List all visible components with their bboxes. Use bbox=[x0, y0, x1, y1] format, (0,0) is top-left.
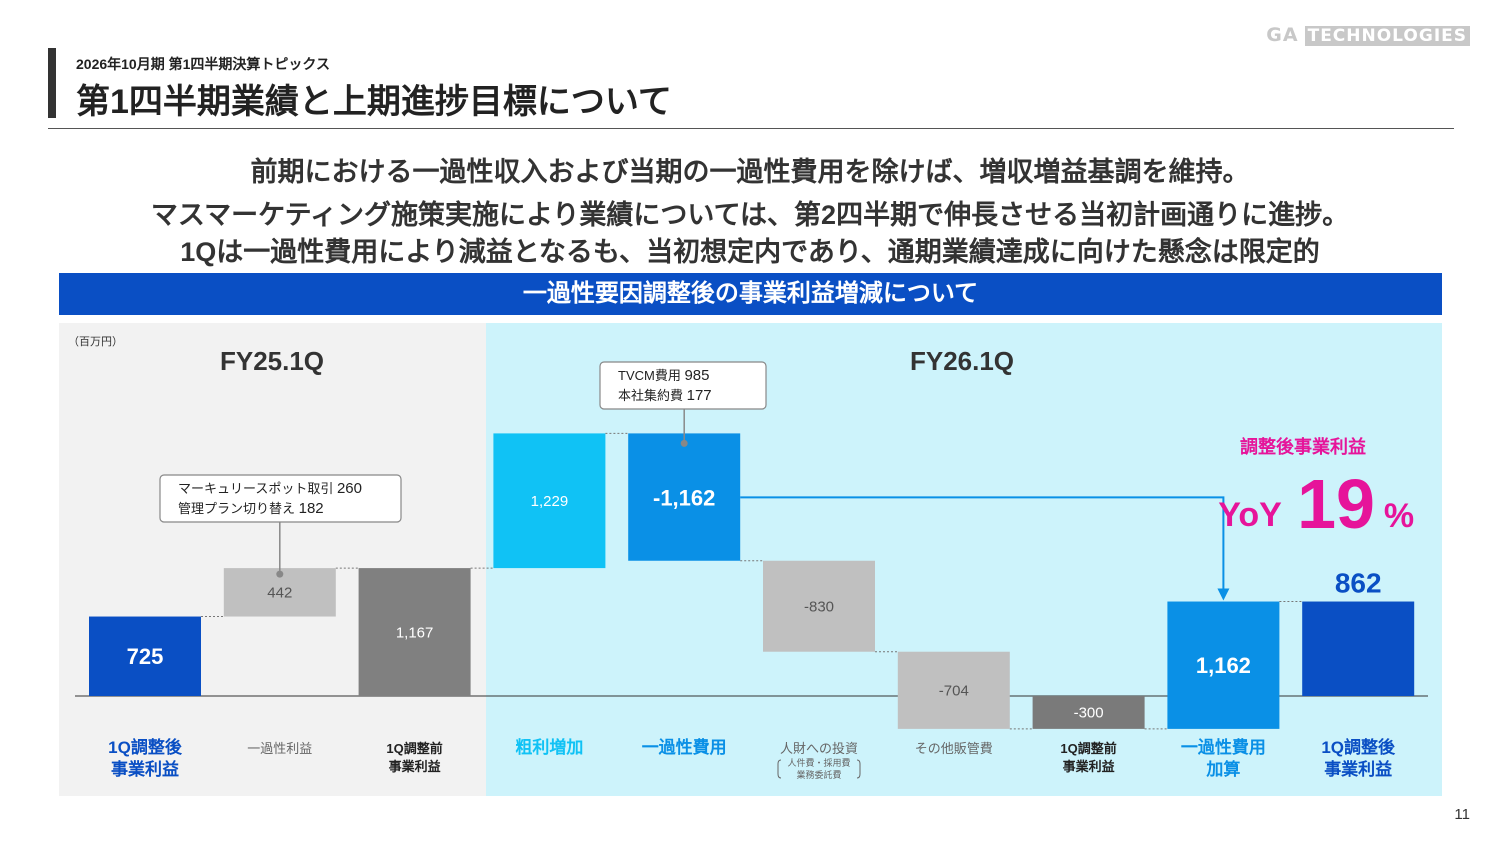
bar bbox=[628, 433, 741, 561]
title-divider bbox=[48, 128, 1454, 129]
bar bbox=[1167, 601, 1280, 729]
section-banner: 一過性要因調整後の事業利益増減について bbox=[59, 273, 1442, 315]
bar bbox=[89, 616, 201, 696]
bar-value-label: -300 bbox=[1074, 705, 1104, 722]
callout-value: 177 bbox=[687, 387, 712, 404]
category-label: 1Q調整後 bbox=[108, 737, 183, 757]
page-subtitle: 2026年10月期 第1四半期決算トピックス bbox=[76, 56, 330, 72]
adjustment-arrow bbox=[740, 496, 1225, 590]
bar bbox=[358, 568, 471, 696]
category-label: 一過性利益 bbox=[247, 741, 312, 756]
bar bbox=[763, 560, 875, 652]
callout-text: TVCM費用 985 bbox=[618, 367, 709, 384]
category-label: 人財への投資 bbox=[780, 741, 858, 756]
callout-item: TVCM費用 bbox=[618, 368, 684, 383]
category-label: 1Q調整前 bbox=[1060, 741, 1116, 756]
title-accent-bar bbox=[48, 48, 56, 118]
callout-dot bbox=[680, 439, 688, 447]
callout-value: 182 bbox=[299, 500, 324, 517]
fy25-panel bbox=[59, 323, 486, 796]
callout-value: 985 bbox=[684, 367, 709, 384]
annotation-suffix: % bbox=[1384, 497, 1414, 535]
bar-value-label: -1,162 bbox=[653, 485, 715, 510]
bar-value-label: 1,229 bbox=[531, 493, 569, 510]
annotation-prefix: YoY bbox=[1218, 496, 1282, 534]
page-number: 11 bbox=[1454, 806, 1470, 823]
bar bbox=[493, 433, 606, 569]
category-label: 1Q調整前 bbox=[386, 741, 442, 756]
category-label: 1Q調整後 bbox=[1321, 737, 1396, 757]
bar-value-label: 1,167 bbox=[396, 624, 434, 641]
lead-line-1: 前期における一過性収入および当期の一過性費用を除けば、増収増益基調を維持。 bbox=[250, 157, 1250, 187]
callout-dot bbox=[276, 570, 284, 578]
callout-text: 管理プラン切り替え 182 bbox=[178, 500, 324, 517]
category-label: 事業利益 bbox=[1324, 759, 1392, 779]
category-label: 一過性費用 bbox=[642, 737, 727, 757]
arrow-head-icon bbox=[1217, 588, 1230, 601]
category-label: 事業利益 bbox=[389, 759, 441, 774]
callout-item: 本社集約費 bbox=[618, 388, 687, 403]
callout-text: 本社集約費 177 bbox=[618, 387, 712, 404]
lead-line-3: 1Qは一過性費用により減益となるも、当初想定内であり、通期業績達成に向けた懸念は… bbox=[180, 237, 1320, 267]
bar-value-label: -830 bbox=[804, 598, 834, 615]
category-sublabel: 人件費・採用費 bbox=[787, 757, 850, 768]
annotation-title: 調整後事業利益 bbox=[1240, 436, 1366, 457]
category-label: 一過性費用 bbox=[1181, 737, 1266, 757]
period-label: FY25.1Q bbox=[220, 346, 324, 376]
bracket-left bbox=[777, 759, 782, 779]
category-label: 事業利益 bbox=[1063, 759, 1115, 774]
category-label: 粗利増加 bbox=[515, 737, 583, 757]
callout-item: マーキュリースポット取引 bbox=[178, 481, 337, 496]
period-label: FY26.1Q bbox=[910, 346, 1014, 376]
unit-label: （百万円） bbox=[68, 335, 123, 348]
lead-line-2: マスマーケティング施策実施により業績については、第2四半期で伸長させる当初計画通… bbox=[150, 200, 1350, 230]
page-title: 第1四半期業績と上期進捗目標について bbox=[76, 83, 672, 121]
callout-box bbox=[599, 361, 767, 410]
category-label: 加算 bbox=[1205, 759, 1240, 779]
bracket-right bbox=[856, 759, 861, 779]
bar bbox=[897, 651, 1010, 729]
annotation-value: 19 bbox=[1297, 465, 1375, 543]
category-label: その他販管費 bbox=[915, 741, 993, 756]
callout-box bbox=[159, 474, 402, 523]
bar-value-label: 442 bbox=[267, 585, 292, 602]
category-sublabel: 業務委託費 bbox=[796, 769, 841, 780]
bar bbox=[1032, 696, 1145, 729]
bar-value-label: -704 bbox=[939, 683, 969, 700]
callout-text: マーキュリースポット取引 260 bbox=[178, 480, 362, 497]
category-label: 事業利益 bbox=[111, 759, 179, 779]
bar bbox=[1302, 601, 1415, 696]
bar-value-label: 862 bbox=[1335, 568, 1382, 599]
bar-value-label: 1,162 bbox=[1196, 653, 1251, 678]
callout-item: 管理プラン切り替え bbox=[178, 501, 299, 516]
callout-value: 260 bbox=[337, 480, 362, 497]
bar-value-label: 725 bbox=[127, 644, 164, 669]
company-logo: GA TECHNOLOGIES bbox=[1266, 24, 1470, 46]
